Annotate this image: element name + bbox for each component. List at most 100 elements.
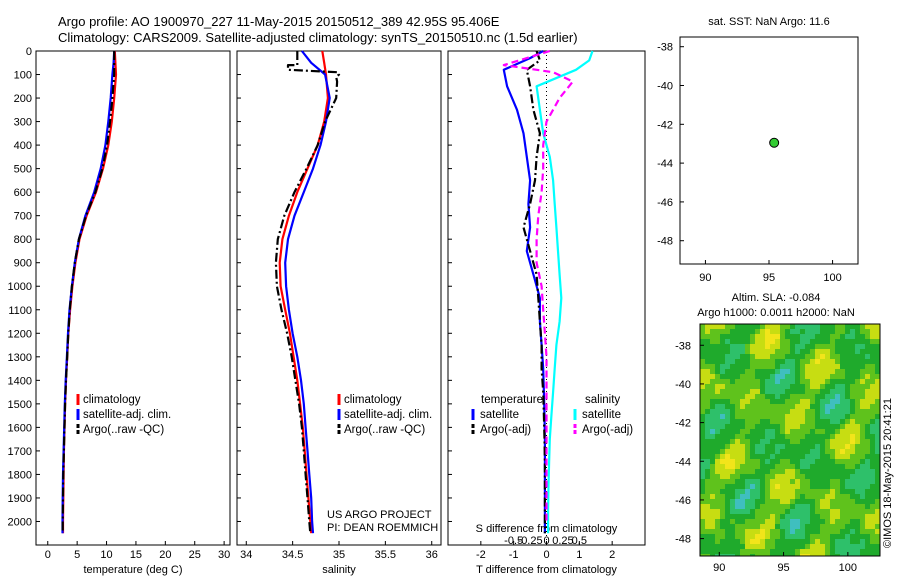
heatmap-cell	[820, 334, 826, 340]
heatmap-cell	[750, 339, 756, 345]
heatmap-cell	[805, 484, 811, 490]
heatmap-cell	[820, 404, 826, 410]
heatmap-cell	[835, 429, 841, 435]
heatmap-cell	[875, 544, 880, 550]
heatmap-cell	[705, 359, 711, 365]
heatmap-cell	[810, 484, 816, 490]
heatmap-cell	[725, 479, 731, 485]
legend-label: Argo(..raw -QC)	[344, 424, 425, 436]
heatmap-cell	[770, 524, 776, 530]
heatmap-cell	[750, 509, 756, 515]
heatmap-cell	[820, 374, 826, 380]
heatmap-cell	[745, 499, 751, 505]
heatmap-cell	[705, 454, 711, 460]
heatmap-cell	[705, 334, 711, 340]
heatmap-cell	[710, 539, 716, 545]
heatmap-cell	[775, 384, 781, 390]
heatmap-cell	[875, 554, 880, 556]
legend-label: satellite-adj. clim.	[83, 409, 171, 421]
heatmap-cell	[875, 414, 880, 420]
y-tick-label: -44	[675, 456, 691, 468]
heatmap-cell	[840, 484, 846, 490]
heatmap-cell	[845, 479, 851, 485]
heatmap-cell	[750, 389, 756, 395]
heatmap-cell	[750, 444, 756, 450]
heatmap-cell	[750, 434, 756, 440]
heatmap-cell	[875, 354, 880, 360]
heatmap-cell	[795, 399, 801, 405]
x-tick-label: 15	[130, 549, 142, 561]
heatmap-cell	[810, 494, 816, 500]
heatmap-cell	[765, 534, 771, 540]
heatmap-cell	[865, 554, 871, 556]
heatmap-cell	[765, 529, 771, 535]
heatmap-cell	[795, 464, 801, 470]
heatmap-cell	[875, 399, 880, 405]
heatmap-cell	[740, 509, 746, 515]
heatmap-cell	[700, 509, 706, 515]
heatmap-cell	[805, 419, 811, 425]
heatmap-cell	[745, 474, 751, 480]
heatmap-cell	[715, 409, 721, 415]
heatmap-cell	[815, 539, 821, 545]
heatmap-cell	[785, 444, 791, 450]
heatmap-cell	[835, 399, 841, 405]
top-tick-label: 0	[543, 535, 549, 547]
heatmap-cell	[715, 524, 721, 530]
heatmap-cell	[780, 389, 786, 395]
heatmap-cell	[720, 464, 726, 470]
heatmap-cell	[780, 524, 786, 530]
heatmap-cell	[765, 544, 771, 550]
heatmap-cell	[800, 519, 806, 525]
heatmap-cell	[775, 464, 781, 470]
heatmap-cell	[830, 459, 836, 465]
heatmap-cell	[765, 514, 771, 520]
heatmap-cell	[730, 544, 736, 550]
heatmap-cell	[875, 459, 880, 465]
heatmap-cell	[760, 484, 766, 490]
heatmap-cell	[790, 499, 796, 505]
heatmap-cell	[710, 409, 716, 415]
heatmap-cell	[770, 419, 776, 425]
heatmap-cell	[780, 429, 786, 435]
heatmap-cell	[765, 469, 771, 475]
heatmap-cell	[705, 324, 711, 330]
heatmap-cell	[795, 394, 801, 400]
y-tick-label: -38	[657, 42, 673, 54]
heatmap-cell	[830, 349, 836, 355]
heatmap-cell	[735, 514, 741, 520]
heatmap-cell	[870, 419, 876, 425]
heatmap-cell	[780, 464, 786, 470]
heatmap-cell	[805, 549, 811, 555]
heatmap-cell	[775, 339, 781, 345]
heatmap-cell	[835, 484, 841, 490]
heatmap-cell	[805, 379, 811, 385]
heatmap-cell	[710, 449, 716, 455]
heatmap-cell	[840, 534, 846, 540]
heatmap-cell	[700, 359, 706, 365]
x-axis-label: salinity	[322, 564, 356, 576]
heatmap-cell	[780, 519, 786, 525]
heatmap-cell	[830, 329, 836, 335]
heatmap-cell	[815, 489, 821, 495]
heatmap-cell	[830, 344, 836, 350]
heatmap-cell	[855, 529, 861, 535]
heatmap-cell	[785, 379, 791, 385]
heatmap-cell	[725, 504, 731, 510]
heatmap-cell	[870, 379, 876, 385]
heatmap-cell	[840, 339, 846, 345]
y-tick-label: 300	[14, 117, 32, 129]
heatmap-cell	[785, 419, 791, 425]
heatmap-cell	[835, 494, 841, 500]
heatmap-cell	[815, 519, 821, 525]
heatmap-cell	[755, 404, 761, 410]
heatmap-cell	[770, 479, 776, 485]
heatmap-cell	[735, 429, 741, 435]
heatmap-cell	[750, 419, 756, 425]
heatmap-cell	[785, 364, 791, 370]
heatmap-cell	[745, 479, 751, 485]
y-tick-label: 1300	[8, 352, 32, 364]
heatmap-cell	[800, 359, 806, 365]
heatmap-cell	[850, 469, 856, 475]
heatmap-cell	[810, 474, 816, 480]
